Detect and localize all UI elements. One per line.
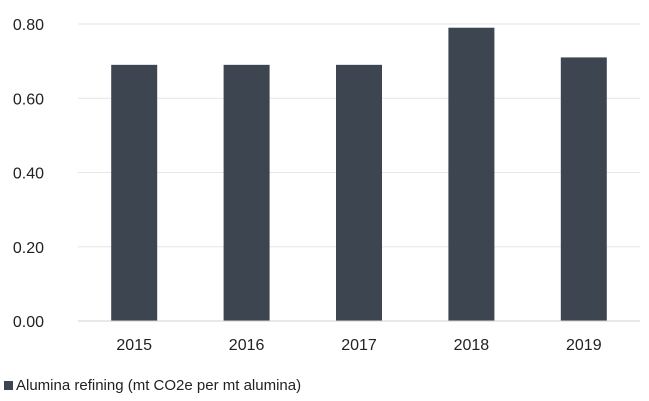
y-tick-label: 0.40 [13, 166, 44, 183]
x-tick-label: 2015 [116, 337, 152, 354]
y-tick-label: 0.80 [13, 17, 44, 34]
x-tick-label: 2016 [229, 337, 265, 354]
bar-2018 [448, 27, 495, 322]
y-tick-label: 0.20 [13, 240, 44, 257]
bar-2016 [223, 64, 270, 322]
y-axis-ticks: 0.00 0.20 0.40 0.60 0.80 [13, 17, 44, 331]
x-axis-ticks: 2015 2016 2017 2018 2019 [116, 337, 601, 354]
legend-label: Alumina refining (mt CO2e per mt alumina… [16, 377, 302, 394]
y-tick-label: 0.00 [13, 314, 44, 331]
legend-swatch [4, 381, 13, 390]
bar-2017 [336, 64, 382, 322]
x-tick-label: 2019 [566, 337, 602, 354]
x-tick-label: 2018 [454, 337, 490, 354]
bar-2015 [111, 64, 158, 322]
x-tick-label: 2017 [341, 337, 377, 354]
bar-2019 [560, 57, 607, 321]
y-tick-label: 0.60 [13, 91, 44, 108]
legend: Alumina refining (mt CO2e per mt alumina… [4, 377, 301, 394]
bars [111, 27, 607, 322]
